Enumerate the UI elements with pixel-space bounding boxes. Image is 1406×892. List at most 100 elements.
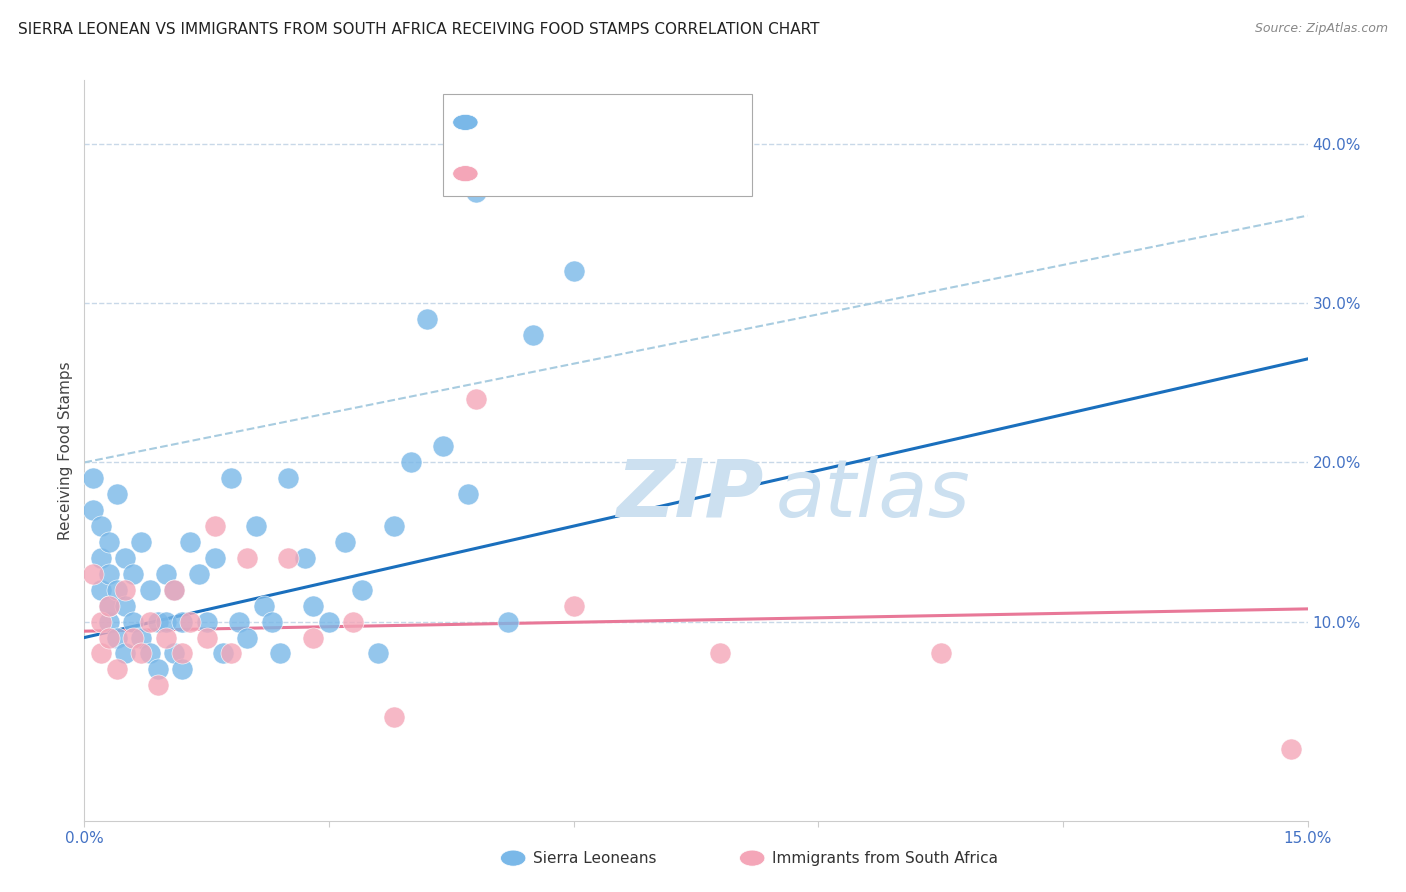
Point (301, 631, 323, 645)
Point (457, 487, 479, 501)
Point (163, 647, 186, 661)
Point (318, 615, 340, 629)
Point (97, 599, 120, 613)
Point (269, 647, 291, 661)
Point (929, 647, 952, 661)
Point (155, 631, 177, 645)
Text: N =: N = (595, 113, 631, 131)
Point (350, 582, 373, 597)
Point (114, 599, 136, 613)
Point (179, 535, 201, 549)
Point (90, 582, 112, 597)
Point (432, 440, 454, 454)
Point (138, 582, 160, 597)
Point (464, 185, 486, 199)
Point (464, 392, 486, 406)
Point (416, 312, 439, 326)
Point (97, 599, 120, 613)
Text: ZIP: ZIP (616, 456, 763, 534)
Point (1279, 742, 1302, 756)
Point (187, 566, 209, 581)
Text: SIERRA LEONEAN VS IMMIGRANTS FROM SOUTH AFRICA RECEIVING FOOD STAMPS CORRELATION: SIERRA LEONEAN VS IMMIGRANTS FROM SOUTH … (18, 22, 820, 37)
Point (245, 519, 267, 533)
Point (131, 631, 153, 645)
Point (90, 647, 112, 661)
Point (146, 615, 169, 629)
Point (219, 471, 242, 485)
Point (172, 662, 194, 676)
Point (97, 615, 120, 629)
Point (114, 582, 136, 597)
Point (301, 599, 323, 613)
Point (97, 631, 120, 645)
Point (172, 647, 194, 661)
Point (195, 615, 218, 629)
Point (204, 519, 226, 533)
Point (122, 566, 145, 581)
Point (294, 550, 316, 565)
Point (562, 264, 585, 278)
Point (90, 550, 112, 565)
Text: atlas: atlas (776, 456, 970, 534)
Point (260, 615, 283, 629)
Point (114, 647, 136, 661)
Text: Immigrants from South Africa: Immigrants from South Africa (772, 851, 998, 865)
Point (172, 615, 194, 629)
Point (138, 647, 160, 661)
Point (163, 582, 186, 597)
Point (122, 631, 145, 645)
Point (204, 550, 226, 565)
Point (138, 615, 160, 629)
Text: Sierra Leoneans: Sierra Leoneans (533, 851, 657, 865)
Point (562, 599, 585, 613)
Point (236, 631, 259, 645)
Point (105, 582, 128, 597)
Point (219, 647, 242, 661)
Point (342, 615, 364, 629)
Text: 28: 28 (637, 165, 662, 183)
Text: N =: N = (595, 165, 631, 183)
Point (277, 550, 299, 565)
Point (163, 582, 186, 597)
Text: 57: 57 (637, 113, 662, 131)
Point (236, 550, 259, 565)
Point (114, 550, 136, 565)
Point (399, 455, 422, 469)
Text: 0.080: 0.080 (531, 165, 589, 183)
Point (382, 710, 405, 724)
Point (155, 566, 177, 581)
Point (82, 503, 104, 517)
Point (131, 535, 153, 549)
Point (146, 662, 169, 676)
Point (709, 647, 731, 661)
Point (146, 678, 169, 692)
Point (82, 471, 104, 485)
Point (105, 662, 128, 676)
Text: 0.433: 0.433 (531, 113, 588, 131)
Text: R =: R = (485, 113, 522, 131)
Point (97, 535, 120, 549)
Point (253, 599, 276, 613)
Point (131, 647, 153, 661)
Point (522, 328, 544, 343)
Point (82, 566, 104, 581)
Y-axis label: Receiving Food Stamps: Receiving Food Stamps (58, 361, 73, 540)
Point (382, 519, 405, 533)
Point (122, 615, 145, 629)
Text: R =: R = (485, 165, 522, 183)
Point (97, 566, 120, 581)
Point (335, 535, 357, 549)
Point (228, 615, 250, 629)
Point (367, 647, 389, 661)
Point (195, 631, 218, 645)
Point (179, 615, 201, 629)
Point (212, 647, 235, 661)
Point (498, 615, 520, 629)
Point (90, 519, 112, 533)
Point (90, 615, 112, 629)
Point (277, 471, 299, 485)
Point (105, 487, 128, 501)
Text: Source: ZipAtlas.com: Source: ZipAtlas.com (1254, 22, 1388, 36)
Point (105, 631, 128, 645)
Point (155, 615, 177, 629)
